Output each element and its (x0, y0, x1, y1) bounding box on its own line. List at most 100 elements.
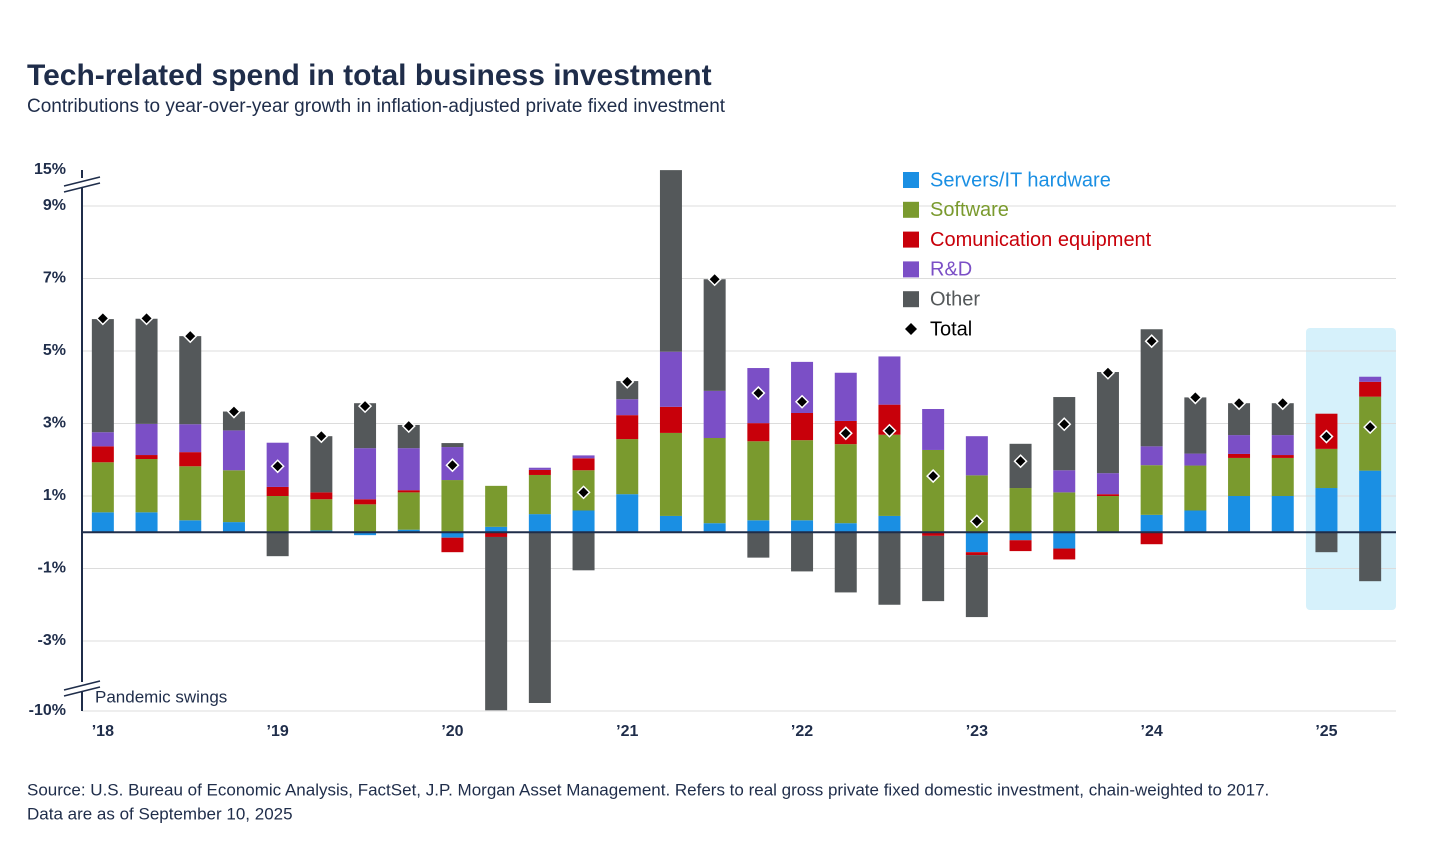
bar-segment (310, 436, 333, 493)
bar-segment (616, 399, 639, 416)
bar-segment (965, 475, 988, 533)
bar-segment (659, 351, 682, 407)
total-marker (1363, 420, 1378, 435)
bar-segment (572, 532, 595, 571)
bar-segment (922, 535, 945, 602)
bar-segment (659, 432, 682, 516)
bar-segment (1009, 488, 1032, 533)
bar-segment (791, 440, 814, 521)
bar-segment (441, 532, 464, 538)
bar-segment (1228, 496, 1251, 533)
bar-segment (1228, 457, 1251, 496)
bar-segment (703, 523, 726, 533)
x-tick-label: ’19 (267, 723, 289, 740)
bar-segment (441, 480, 464, 533)
x-tick-label: ’20 (441, 723, 463, 740)
bar-segment (441, 443, 464, 448)
bar-segment (179, 424, 202, 453)
bar-segment (659, 406, 682, 433)
legend-label: Other (930, 288, 980, 310)
bar-segment (878, 404, 901, 435)
bar-segment (1184, 465, 1207, 511)
bar-segment (354, 499, 377, 505)
bar-segment (1228, 435, 1251, 454)
bar-segment (616, 415, 639, 440)
total-marker (445, 458, 460, 473)
y-tick-label: -10% (29, 702, 66, 719)
total-marker (1275, 396, 1290, 411)
bar-segment (922, 532, 945, 536)
y-tick-label: -1% (38, 560, 66, 577)
total-marker (707, 272, 722, 287)
bar-segment (528, 532, 551, 703)
legend-label: Software (930, 199, 1009, 221)
bar-segment (922, 409, 945, 450)
bar-segment (1359, 381, 1382, 397)
bar-segment (1271, 457, 1294, 496)
bar-segment (397, 424, 420, 449)
bar-segment (310, 499, 333, 531)
total-marker (1013, 454, 1028, 469)
bar-segment (1140, 514, 1163, 533)
total-marker (838, 426, 853, 441)
bar-segment (1271, 455, 1294, 458)
bar-segment (791, 412, 814, 441)
bar-segment (1315, 488, 1338, 533)
bar-segment (703, 438, 726, 524)
bar-segment (135, 512, 158, 533)
bar-segment (747, 520, 770, 533)
bar-segment (1053, 397, 1076, 471)
bar-segment (485, 485, 508, 527)
axis-break-bottom (60, 680, 101, 697)
total-marker (357, 399, 373, 414)
bar-segment (616, 381, 639, 400)
bar-segment (747, 423, 770, 442)
bar-segment (1009, 532, 1032, 541)
bar-segment (1315, 532, 1338, 553)
total-marker (1144, 334, 1159, 349)
total-marker (1188, 390, 1203, 405)
total-marker (183, 329, 198, 344)
bar-segment (528, 514, 551, 533)
bar-segment (572, 455, 595, 459)
bar-segment (834, 532, 857, 593)
bar-segment (1184, 510, 1207, 533)
x-tick-label: ’25 (1315, 723, 1337, 740)
legend-swatch (903, 231, 919, 248)
y-tick-label: 5% (43, 342, 66, 359)
bar-segment (791, 532, 814, 572)
bar-segment (266, 486, 289, 496)
total-marker (139, 311, 154, 326)
bars (82, 170, 1396, 711)
bar-segment (965, 552, 988, 556)
bar-segment (878, 356, 901, 405)
bar-segment (1359, 470, 1382, 533)
bar-segment (747, 441, 770, 521)
bar-segment (878, 532, 901, 605)
bar-segment (1096, 473, 1119, 495)
y-tick-label: 7% (43, 270, 66, 287)
total-marker (226, 404, 242, 419)
total-marker (882, 423, 897, 438)
total-marker (95, 311, 110, 326)
bar-segment (703, 279, 726, 391)
bar-segment (1184, 397, 1207, 454)
bar-segment (397, 490, 420, 493)
bar-segment (266, 532, 289, 557)
chart-title: Tech-related spend in total business inv… (27, 59, 712, 92)
y-tick-label: -3% (38, 632, 66, 649)
x-tick-label: ’23 (966, 723, 988, 740)
total-marker (401, 418, 416, 434)
bar-segment (1184, 453, 1207, 466)
bar-segment (1140, 329, 1163, 447)
bar-segment (528, 467, 551, 470)
bar-segment (1096, 496, 1119, 533)
total-marker (314, 429, 329, 444)
total-marker (794, 394, 810, 409)
bar-segment (135, 318, 158, 424)
bar-segment (572, 510, 595, 533)
annotation: Pandemic swings (95, 687, 227, 706)
bar-segment (135, 423, 158, 456)
bar-segment (659, 515, 682, 533)
bar-segment (1271, 496, 1294, 533)
